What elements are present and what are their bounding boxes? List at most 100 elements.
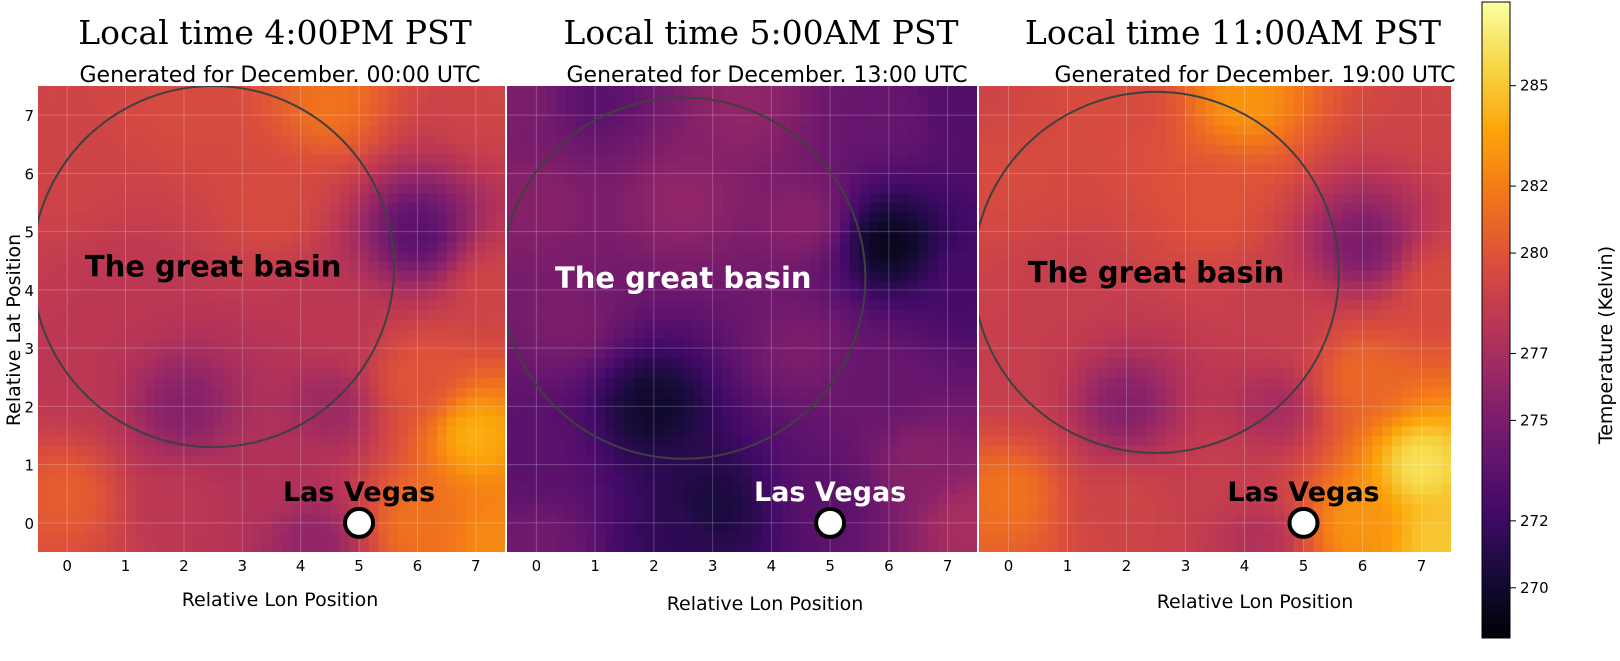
heatmap-cell (436, 144, 448, 155)
heatmap-cell (644, 115, 655, 126)
heatmap-cell (937, 493, 949, 505)
heatmap-cell (526, 86, 537, 97)
heatmap-cell (624, 386, 635, 398)
heatmap-cell (67, 425, 78, 437)
heatmap-cell (174, 435, 185, 446)
heatmap-cell (38, 105, 49, 116)
heatmap-cell (38, 221, 49, 233)
heatmap-cell (830, 212, 841, 223)
heatmap-cell (830, 319, 841, 330)
heatmap-cell (368, 386, 380, 398)
x-tick-label: 5 (354, 557, 364, 575)
heatmap-cell (106, 289, 117, 301)
panel-2-xlabel: Relative Lon Position (667, 593, 864, 615)
heatmap-cell (565, 153, 577, 165)
heatmap-cell (1234, 503, 1246, 514)
heatmap-cell (693, 348, 704, 359)
heatmap-cell (436, 396, 448, 407)
heatmap-cell (96, 231, 107, 242)
heatmap-cell (222, 474, 234, 485)
heatmap-cell (614, 260, 626, 272)
heatmap-cell (271, 493, 282, 505)
heatmap-cell (839, 144, 851, 155)
heatmap-cell (830, 493, 841, 505)
heatmap-cell (928, 503, 939, 514)
heatmap-cell (193, 192, 204, 204)
heatmap-cell (869, 542, 880, 552)
heatmap-cell (300, 231, 312, 242)
heatmap-cell (507, 348, 518, 359)
heatmap-cell (407, 105, 419, 116)
y-tick-label: 0 (24, 515, 34, 533)
heatmap-cell (1047, 513, 1059, 524)
heatmap-cell (869, 299, 880, 310)
heatmap-cell (859, 192, 870, 204)
heatmap-cell (125, 280, 136, 291)
heatmap-cell (1244, 493, 1255, 505)
heatmap-cell (407, 115, 419, 126)
heatmap-cell (417, 86, 428, 97)
heatmap-cell (203, 425, 214, 437)
heatmap-cell (1362, 513, 1373, 524)
heatmap-cell (751, 270, 763, 281)
heatmap-cell (595, 309, 606, 320)
heatmap-cell (604, 280, 616, 291)
heatmap-cell (516, 425, 528, 437)
heatmap-cell (67, 299, 78, 310)
heatmap-cell (495, 348, 505, 359)
heatmap-cell (693, 192, 704, 204)
heatmap-cell (595, 416, 606, 427)
heatmap-cell (359, 328, 370, 340)
heatmap-cell (76, 134, 88, 145)
heatmap-cell (495, 134, 505, 145)
heatmap-cell (339, 474, 350, 485)
heatmap-cell (742, 202, 753, 213)
heatmap-cell (252, 425, 263, 437)
heatmap-cell (555, 328, 567, 340)
heatmap-cell (1087, 493, 1098, 505)
heatmap-cell (644, 153, 655, 165)
heatmap-cell (174, 396, 185, 407)
heatmap-cell (918, 464, 929, 475)
heatmap-cell (203, 542, 214, 552)
heatmap-cell (446, 299, 457, 310)
heatmap-cell (242, 542, 253, 552)
heatmap-cell (614, 386, 626, 398)
heatmap-cell (575, 280, 586, 291)
heatmap-cell (575, 192, 586, 204)
heatmap-cell (57, 445, 68, 456)
heatmap-cell (928, 348, 939, 359)
heatmap-cell (417, 95, 428, 107)
heatmap-cell (732, 542, 743, 552)
heatmap-cell (546, 357, 557, 369)
heatmap-cell (585, 95, 596, 107)
heatmap-cell (96, 153, 107, 165)
heatmap-cell (1146, 542, 1157, 552)
heatmap-cell (456, 493, 467, 505)
heatmap-cell (928, 192, 939, 204)
heatmap-cell (407, 396, 419, 407)
heatmap-cell (937, 454, 949, 466)
heatmap-cell (800, 542, 812, 552)
heatmap-cell (339, 86, 350, 97)
heatmap-cell (320, 124, 331, 136)
heatmap-cell (300, 348, 312, 359)
heatmap-cell (888, 309, 900, 320)
heatmap-cell (164, 221, 175, 233)
heatmap-cell (466, 221, 477, 233)
heatmap-cell (290, 183, 302, 194)
heatmap-cell (653, 105, 665, 116)
heatmap-cell (183, 153, 195, 165)
heatmap-cell (634, 260, 645, 272)
heatmap-cell (526, 377, 537, 388)
heatmap-cell (937, 183, 949, 194)
heatmap-cell (359, 173, 370, 184)
heatmap-cell (988, 503, 1000, 514)
heatmap-cell (145, 319, 156, 330)
heatmap-cell (781, 513, 792, 524)
heatmap-cell (329, 338, 341, 349)
heatmap-cell (145, 183, 156, 194)
heatmap-cell (722, 406, 733, 417)
heatmap-cell (761, 396, 772, 407)
heatmap-cell (290, 173, 302, 184)
